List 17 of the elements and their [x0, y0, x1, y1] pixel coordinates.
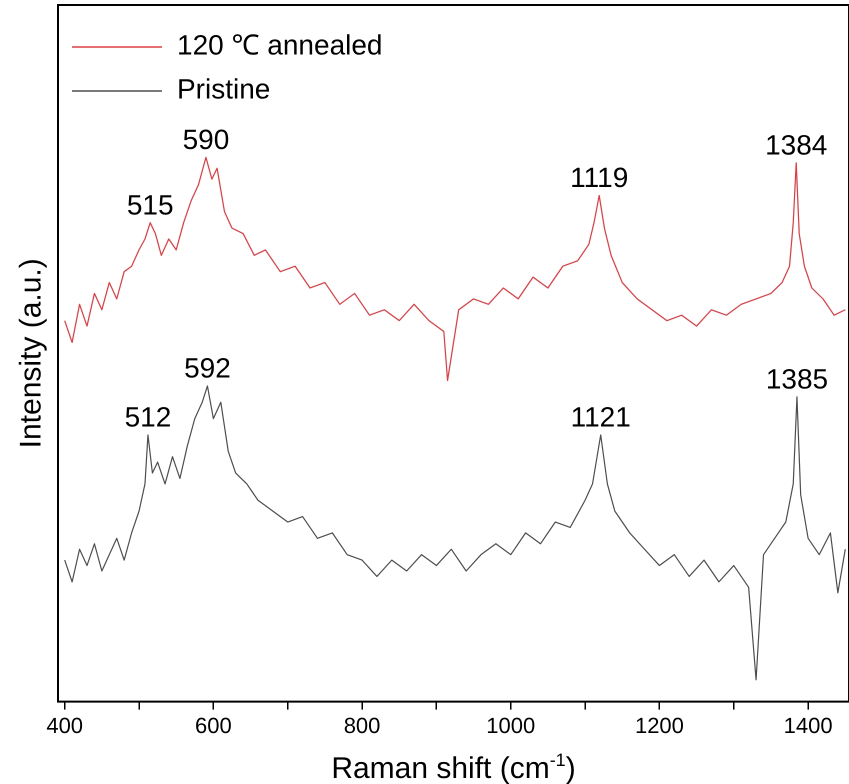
x-tick-label: 400 — [46, 712, 84, 738]
x-tick-label: 1200 — [634, 712, 684, 738]
legend-label: 120 ℃ annealed — [177, 30, 383, 61]
annotation: 1385 — [766, 364, 828, 395]
annotation: 1384 — [765, 130, 828, 161]
y-axis-title: Intensity (a.u.) — [14, 258, 48, 448]
x-tick-label: 1400 — [784, 712, 833, 738]
annotation: 1121 — [570, 402, 631, 433]
annotation: 515 — [126, 189, 174, 220]
x-tick-label: 800 — [344, 712, 380, 738]
annotation: 512 — [124, 402, 172, 433]
annotation: 1119 — [570, 162, 628, 194]
x-tick-label: 600 — [195, 712, 232, 738]
legend-label: Pristine — [177, 74, 270, 105]
annotation: 590 — [182, 124, 230, 156]
x-tick-label: 1000 — [486, 712, 536, 738]
annotation: 592 — [184, 352, 231, 384]
